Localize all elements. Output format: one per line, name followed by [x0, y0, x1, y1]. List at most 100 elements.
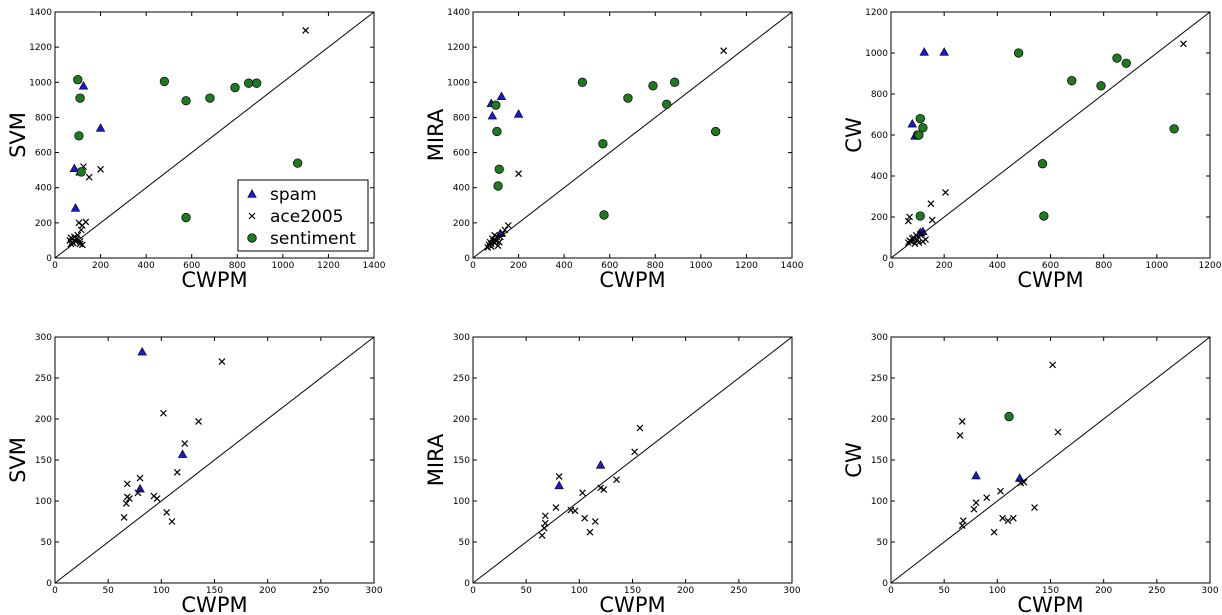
sentiment-point — [75, 93, 85, 103]
sentiment-point — [491, 100, 501, 110]
sentiment-point — [1013, 48, 1024, 58]
spam-point — [939, 47, 949, 56]
y-tick-label: 600 — [871, 131, 888, 141]
sentiment-point — [181, 96, 191, 106]
spam-point — [971, 470, 981, 480]
x-tick-label: 250 — [312, 586, 329, 596]
ace2005-point — [496, 233, 504, 241]
x-tick-label: 1200 — [317, 261, 340, 271]
ace2005-point — [915, 239, 923, 247]
scatter-panel-4: 0 50 100 150 200 250 300 0 50 100 150 200 250 300 CWPM… — [6, 333, 383, 615]
sentiment-point — [159, 76, 170, 87]
plot-frame — [472, 11, 793, 259]
series-spam — [554, 460, 606, 490]
x-tick-label: 250 — [1148, 586, 1165, 596]
sentiment-point — [492, 126, 502, 137]
ace2005-point — [153, 495, 161, 502]
ace2005-point — [541, 512, 549, 520]
ace2005-point — [555, 472, 563, 480]
spam-point — [554, 480, 564, 490]
spam-point — [95, 123, 106, 132]
x-tick-label: 150 — [1042, 586, 1059, 596]
x-tick-label: 0 — [888, 586, 894, 596]
x-tick-label: 0 — [52, 261, 58, 271]
ace2005-point — [126, 495, 133, 502]
ace2005-point — [495, 238, 503, 246]
ace2005-point — [78, 241, 86, 249]
ace2005-point — [504, 222, 512, 229]
plot-frame — [54, 11, 375, 259]
y-tick-label: 200 — [35, 415, 52, 425]
ace2005-point — [579, 489, 586, 497]
y-axis-label: SVM — [6, 112, 30, 158]
y-tick-label: 1200 — [29, 43, 52, 53]
ace2005-point — [911, 240, 919, 248]
ace2005-point — [983, 494, 991, 502]
x-tick-label: 250 — [730, 586, 747, 596]
scatter-panel-6: 0 50 100 150 200 250 300 0 50 100 150 200 250 300 CWPM… — [842, 333, 1219, 615]
series-spam — [135, 346, 188, 493]
x-tick-label: 0 — [470, 261, 476, 271]
x-tick-label: 150 — [624, 586, 641, 596]
y-tick-label: 400 — [453, 184, 470, 194]
sentiment-point — [648, 81, 658, 91]
sentiment-point — [252, 78, 262, 88]
x-tick-label: 200 — [92, 261, 109, 271]
ace2005-point — [85, 173, 93, 181]
legend-marker-sentiment — [247, 233, 257, 243]
sentiment-point — [1169, 124, 1179, 134]
x-tick-label: 150 — [206, 586, 223, 596]
x-axis-label: CWPM — [599, 593, 665, 615]
spam-point — [595, 460, 606, 469]
y-tick-label: 600 — [453, 149, 470, 159]
sentiment-point — [670, 77, 680, 87]
x-tick-label: 1000 — [689, 261, 712, 271]
ace2005-point — [541, 519, 549, 527]
ace2005-point — [631, 448, 639, 456]
x-tick-label: 200 — [936, 261, 953, 271]
x-axis-label: CWPM — [181, 593, 247, 615]
ace2005-point — [487, 243, 495, 251]
ace2005-point — [591, 518, 599, 525]
ace2005-point — [581, 514, 589, 522]
y-tick-label: 150 — [35, 456, 52, 466]
sentiment-point — [598, 139, 608, 149]
y-tick-label: 1000 — [447, 78, 470, 88]
y-tick-label: 0 — [464, 579, 470, 589]
sentiment-point — [73, 74, 83, 85]
x-tick-label: 0 — [888, 261, 894, 271]
sentiment-point — [244, 78, 254, 88]
ace2005-point — [918, 229, 925, 237]
legend-marker-ace2005 — [248, 212, 256, 220]
spam-point — [135, 483, 145, 493]
y-tick-label: 200 — [871, 415, 888, 425]
y-axis-label: MIRA — [424, 108, 448, 161]
x-axis-label: CWPM — [1017, 593, 1083, 615]
x-tick-label: 1400 — [781, 261, 804, 271]
x-tick-label: 400 — [556, 261, 573, 271]
diagonal-line — [472, 11, 793, 259]
spam-point — [78, 80, 89, 90]
y-tick-label: 1200 — [447, 43, 470, 53]
ace2005-point — [123, 480, 131, 488]
y-tick-label: 1000 — [29, 78, 52, 88]
series-sentiment — [1004, 411, 1014, 422]
ace2005-point — [136, 474, 144, 482]
ace2005-point — [515, 170, 522, 178]
x-tick-label: 200 — [677, 586, 694, 596]
x-tick-label: 800 — [1095, 261, 1112, 271]
sentiment-point — [1039, 211, 1049, 221]
ace2005-point — [77, 226, 85, 234]
scatter-panel-3: 0 200 400 600 800 1000 1200 0 200 400 600 800 1000 12… — [842, 8, 1222, 292]
ace2005-point — [122, 500, 130, 507]
series-ace2005 — [484, 47, 728, 251]
legend-label-spam: spam — [270, 185, 317, 205]
y-tick-label: 100 — [871, 497, 888, 507]
x-tick-label: 50 — [102, 586, 114, 596]
series-spam — [486, 91, 524, 238]
y-tick-label: 800 — [453, 113, 470, 123]
x-tick-label: 800 — [229, 261, 246, 271]
x-tick-label: 1200 — [1199, 261, 1222, 271]
